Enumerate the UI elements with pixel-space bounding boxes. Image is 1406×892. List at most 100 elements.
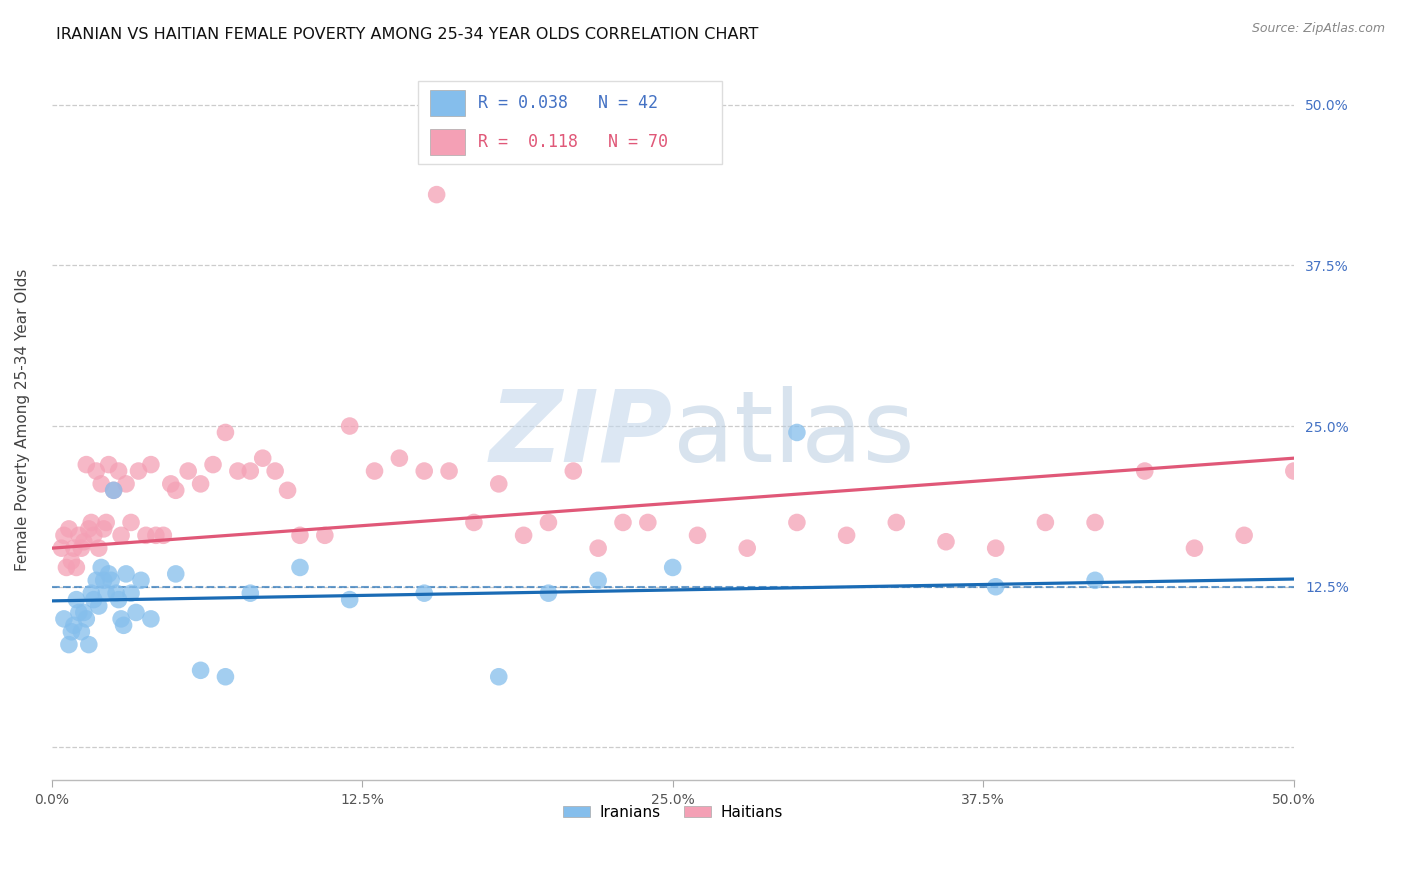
Point — [73, 606, 96, 620]
Point — [226, 464, 249, 478]
Point — [152, 528, 174, 542]
Point — [202, 458, 225, 472]
Point — [277, 483, 299, 498]
Point — [1282, 464, 1305, 478]
Point — [105, 586, 128, 600]
Point — [190, 663, 212, 677]
Point — [83, 528, 105, 542]
Point — [67, 528, 90, 542]
Point — [84, 574, 107, 588]
Point — [90, 476, 112, 491]
Point — [112, 618, 135, 632]
Point — [1035, 516, 1057, 530]
Point — [165, 566, 187, 581]
Point — [1084, 574, 1107, 588]
Point — [145, 528, 167, 542]
Point — [586, 541, 609, 556]
Point — [97, 566, 120, 581]
Text: Source: ZipAtlas.com: Source: ZipAtlas.com — [1251, 22, 1385, 36]
Point — [100, 574, 122, 588]
Point — [637, 516, 659, 530]
Point — [413, 586, 436, 600]
Point — [90, 560, 112, 574]
Point — [177, 464, 200, 478]
Point — [388, 451, 411, 466]
Point — [60, 554, 83, 568]
Point — [835, 528, 858, 542]
Point — [984, 541, 1007, 556]
Point — [73, 534, 96, 549]
Text: atlas: atlas — [672, 385, 914, 483]
Point — [129, 574, 152, 588]
Point — [65, 592, 87, 607]
Point — [58, 638, 80, 652]
Point — [339, 592, 361, 607]
Point — [537, 516, 560, 530]
Point — [239, 464, 262, 478]
Point — [586, 574, 609, 588]
Point — [115, 476, 138, 491]
Point — [1133, 464, 1156, 478]
Point — [239, 586, 262, 600]
Point — [413, 464, 436, 478]
Point — [93, 522, 115, 536]
Point — [93, 574, 115, 588]
Point — [77, 522, 100, 536]
Point — [103, 483, 125, 498]
Point — [1084, 516, 1107, 530]
Point — [984, 580, 1007, 594]
Point — [252, 451, 274, 466]
Point — [83, 592, 105, 607]
Point — [686, 528, 709, 542]
Point — [935, 534, 957, 549]
Point — [84, 464, 107, 478]
Point — [1233, 528, 1256, 542]
Point — [80, 586, 103, 600]
Point — [363, 464, 385, 478]
Point — [314, 528, 336, 542]
Point — [214, 425, 236, 440]
Point — [488, 670, 510, 684]
FancyBboxPatch shape — [430, 90, 465, 116]
FancyBboxPatch shape — [430, 129, 465, 155]
Point — [110, 528, 132, 542]
Point — [67, 606, 90, 620]
Point — [437, 464, 460, 478]
Point — [60, 624, 83, 639]
Point — [463, 516, 485, 530]
Point — [127, 464, 149, 478]
Point — [70, 624, 93, 639]
Point — [339, 419, 361, 434]
Point — [159, 476, 181, 491]
Point — [55, 560, 77, 574]
Point — [264, 464, 287, 478]
Text: R = 0.038   N = 42: R = 0.038 N = 42 — [478, 94, 658, 112]
Point — [65, 560, 87, 574]
Point — [288, 528, 311, 542]
Point — [52, 612, 75, 626]
Point — [75, 458, 97, 472]
Point — [786, 516, 808, 530]
Point — [735, 541, 758, 556]
Point — [96, 586, 118, 600]
Point — [75, 612, 97, 626]
Point — [1184, 541, 1206, 556]
Point — [135, 528, 157, 542]
Point — [786, 425, 808, 440]
Point — [103, 483, 125, 498]
Point — [120, 516, 142, 530]
Point — [139, 458, 162, 472]
Point — [125, 606, 148, 620]
Point — [58, 522, 80, 536]
Legend: Iranians, Haitians: Iranians, Haitians — [557, 798, 789, 826]
Point — [288, 560, 311, 574]
Point — [107, 464, 129, 478]
Point — [426, 187, 449, 202]
Point — [80, 516, 103, 530]
Point — [52, 528, 75, 542]
Point — [107, 592, 129, 607]
Point — [661, 560, 683, 574]
Point — [51, 541, 73, 556]
Point — [77, 638, 100, 652]
Point — [165, 483, 187, 498]
